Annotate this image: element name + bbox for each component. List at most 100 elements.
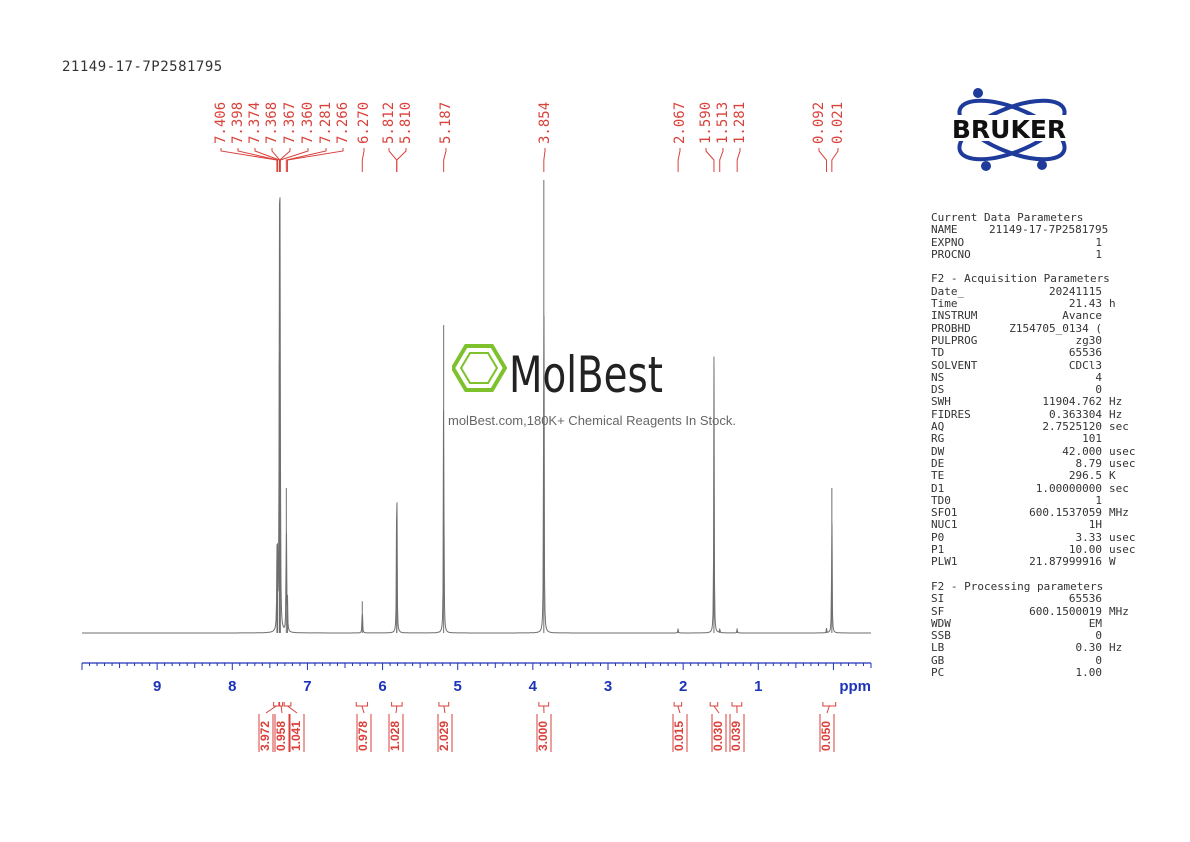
peak-label-connector	[279, 148, 309, 172]
integral-bracket	[538, 702, 550, 707]
peak-label: 7.398	[230, 102, 246, 144]
parameter-key: RG	[931, 432, 945, 446]
parameter-value: 1.00000000	[1035, 481, 1102, 495]
parameter-unit	[1102, 630, 1109, 642]
axis-tick-label: 2	[679, 678, 687, 695]
parameter-row: Time 21.43 h	[931, 297, 1141, 311]
parameter-value: zg30	[1075, 333, 1103, 347]
integral-bracket	[731, 702, 743, 707]
parameter-unit	[1102, 310, 1109, 322]
parameter-key: GB	[931, 653, 945, 667]
molbest-watermark-logo: MolBest	[450, 340, 682, 404]
peak-label-connector	[237, 148, 279, 172]
parameter-unit	[1102, 384, 1109, 396]
parameter-key: PC	[931, 665, 945, 679]
watermark-tagline: molBest.com,180K+ Chemical Reagents In S…	[448, 413, 736, 428]
parameter-value: CDCl3	[1068, 358, 1102, 372]
axis-label-ppm: ppm	[839, 678, 871, 695]
parameter-value: 1.00	[1075, 665, 1103, 679]
integral-connector	[287, 705, 298, 714]
parameter-key: P0	[931, 530, 945, 544]
parameter-value: 4	[1095, 370, 1102, 384]
parameter-row: P0 3.33 usec	[931, 530, 1141, 544]
peak-label: 5.810	[398, 102, 414, 144]
integral-bracket	[822, 702, 837, 707]
integral-value-label: 3.972	[258, 721, 272, 751]
axis-tick-label: 6	[378, 678, 386, 695]
parameter-value: 10.00	[1068, 543, 1102, 557]
parameter-row: SWH 11904.762 Hz	[931, 395, 1141, 409]
parameter-key: PLW1	[931, 555, 958, 569]
integral-value-label: 0.030	[711, 721, 725, 751]
parameter-row: NAME 21149-17-7P2581795	[931, 223, 1141, 236]
parameter-section-title: F2 - Processing parameters	[931, 579, 1104, 593]
parameter-value: 1	[1095, 493, 1102, 507]
integral-bracket	[438, 702, 450, 707]
parameter-value: 0	[1095, 629, 1102, 643]
parameter-value: 0.30	[1075, 641, 1103, 655]
integral-connector	[395, 705, 398, 714]
integral-connector	[677, 705, 681, 714]
parameter-unit	[1102, 286, 1109, 298]
parameter-row: DW 42.000 usec	[931, 444, 1141, 458]
axis-tick-label: 8	[228, 678, 236, 695]
parameter-unit	[1102, 335, 1109, 347]
ppm-axis: 9 8 7 6 5 4 3 2 1 ppm	[81, 662, 872, 695]
peak-label: 5.812	[381, 102, 397, 144]
parameter-unit	[1102, 224, 1109, 236]
axis-tick-label: 9	[153, 678, 161, 695]
peak-label-connector	[361, 148, 365, 172]
integral-value-label: 0.958	[274, 721, 288, 751]
peak-label: 7.367	[282, 102, 298, 144]
peak-label-connector	[705, 148, 715, 172]
parameter-row: EXPNO 1	[931, 235, 1141, 249]
parameter-unit: MHz	[1109, 604, 1129, 618]
parameter-row: TD 65536	[931, 346, 1141, 360]
parameter-row: INSTRUM Avance	[931, 310, 1141, 323]
integrals-group: 3.972 0.958 1.041 0.978 1.028 2.029 3.000 0.015…	[258, 702, 837, 752]
integral-bracket	[355, 702, 369, 707]
parameter-value: 296.5	[1068, 469, 1102, 483]
parameter-key: WDW	[931, 616, 951, 630]
parameter-row: FIDRES 0.363304 Hz	[931, 408, 1141, 421]
parameter-value: 8.79	[1075, 456, 1103, 470]
parameter-section-title: F2 - Acquisition Parameters	[931, 272, 1110, 286]
parameter-row: PC 1.00	[931, 665, 1141, 679]
parameter-key: SI	[931, 592, 945, 606]
integral-value-label: 0.015	[672, 721, 686, 751]
parameter-unit: usec	[1109, 444, 1136, 458]
integral-value-label: 0.978	[356, 721, 370, 751]
parameter-row: Date_ 20241115	[931, 285, 1141, 298]
parameter-unit: K	[1109, 469, 1116, 483]
parameter-row: NS 4	[931, 370, 1141, 384]
parameter-row: PLW1 21.87999916 W	[931, 555, 1141, 569]
parameter-row: TD0 1	[931, 493, 1141, 507]
integral-connector	[826, 705, 830, 714]
parameter-row: AQ 2.7525120 sec	[931, 420, 1141, 433]
sample-title: 21149-17-7P2581795	[62, 59, 223, 75]
peak-label: 7.281	[318, 102, 334, 144]
peak-label-connector	[677, 148, 681, 172]
parameter-row: GB 0	[931, 653, 1141, 667]
parameter-row: RG 101	[931, 432, 1141, 446]
parameter-value: 3.33	[1075, 530, 1103, 544]
parameter-unit: usec	[1109, 543, 1136, 557]
parameter-row: PROBHD Z154705_0134 (	[931, 322, 1141, 335]
parameter-unit	[1102, 433, 1109, 445]
parameter-section: F2 - Processing parameters SI 65536 SF 600.1…	[931, 579, 1141, 679]
parameter-unit: sec	[1109, 481, 1129, 495]
parameter-value: 1	[1095, 247, 1102, 261]
peak-label: 0.092	[811, 102, 827, 144]
parameter-key: NUC1	[931, 518, 958, 532]
parameter-value: 21.43	[1068, 297, 1102, 311]
parameter-value: 11904.762	[1042, 395, 1102, 409]
axis-tick-label: 5	[454, 678, 462, 695]
peak-label: 1.281	[732, 102, 748, 144]
integral-bracket	[283, 702, 292, 707]
peak-label: 7.406	[213, 102, 229, 144]
parameter-row: SOLVENT CDCl3	[931, 358, 1141, 372]
parameter-key: EXPNO	[931, 235, 965, 249]
peak-label-connector	[719, 148, 724, 172]
parameter-unit: usec	[1109, 456, 1136, 470]
parameter-value: 65536	[1068, 346, 1102, 360]
